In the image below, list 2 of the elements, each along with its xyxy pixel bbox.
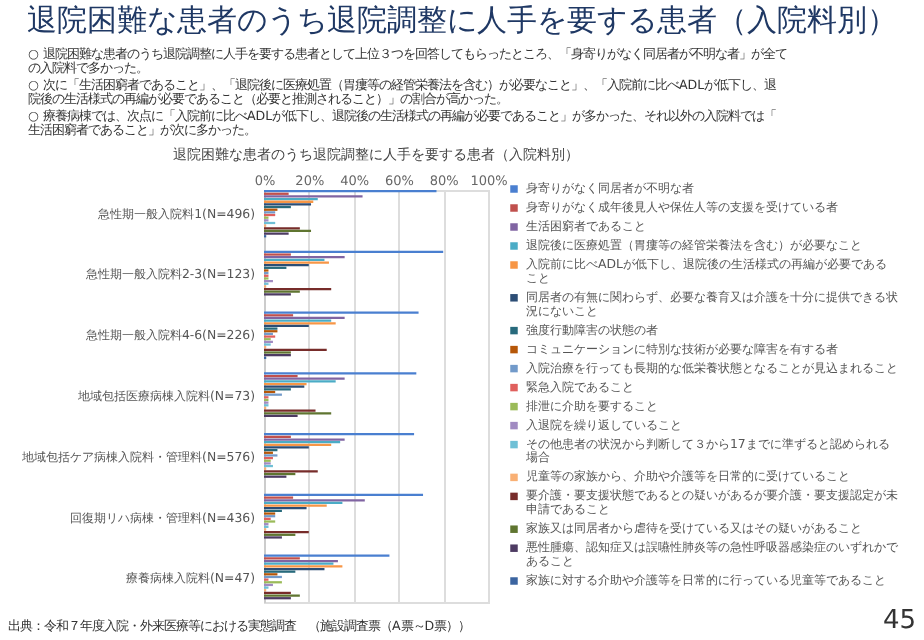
text: 45	[882, 606, 916, 636]
chart-subtitle: 退院困難な患者のうち退院調整に人手を要する患者（入院料別）	[27, 2, 897, 38]
